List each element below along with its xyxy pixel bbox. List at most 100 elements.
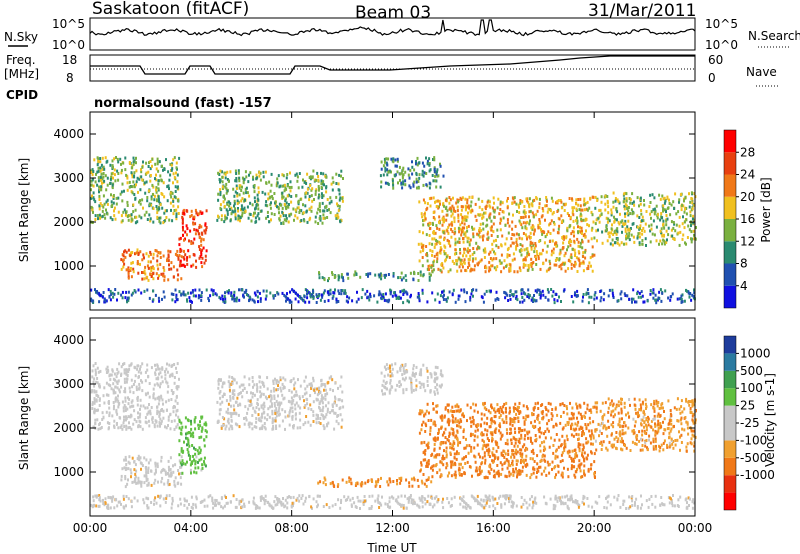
data-cell: [167, 415, 170, 419]
data-cell: [125, 371, 128, 375]
data-cell: [335, 403, 338, 407]
data-cell: [282, 222, 285, 225]
data-cell: [445, 450, 448, 454]
data-cell: [448, 240, 450, 244]
data-cell: [232, 187, 235, 191]
data-cell: [99, 169, 102, 173]
data-cell: [180, 482, 183, 486]
data-cell: [202, 246, 205, 250]
data-cell: [438, 215, 441, 219]
data-cell: [455, 452, 458, 456]
data-cell: [471, 225, 473, 229]
data-cell: [242, 191, 245, 195]
data-cell: [502, 216, 505, 220]
data-cell: [445, 455, 448, 459]
data-cell: [625, 237, 628, 241]
data-cell: [496, 228, 499, 232]
power-y-label: Slant Range [km]: [17, 158, 31, 262]
data-cell: [557, 231, 560, 235]
data-cell: [241, 388, 244, 392]
data-cell: [423, 482, 426, 486]
data-cell: [319, 208, 321, 212]
data-cell: [162, 409, 165, 413]
data-cell: [510, 418, 513, 421]
data-cell: [428, 186, 431, 190]
data-cell: [183, 440, 185, 444]
data-cell: [241, 288, 244, 292]
data-cell: [296, 426, 299, 430]
data-cell: [93, 377, 96, 381]
data-cell: [122, 406, 125, 410]
data-cell: [421, 169, 424, 173]
data-cell: [616, 241, 619, 245]
data-cell: [564, 202, 567, 206]
data-cell: [520, 292, 523, 296]
data-cell: [125, 418, 127, 422]
data-cell: [188, 444, 191, 448]
data-cell: [267, 407, 270, 411]
data-cell: [502, 266, 505, 270]
data-cell: [417, 272, 420, 275]
data-cell: [158, 414, 161, 418]
data-cell: [515, 438, 518, 442]
data-cell: [98, 385, 101, 389]
data-cell: [270, 201, 272, 205]
data-cell: [126, 407, 129, 411]
data-cell: [578, 229, 581, 233]
data-cell: [678, 215, 681, 219]
data-cell: [658, 242, 660, 246]
data-cell: [465, 437, 467, 441]
data-cell: [177, 469, 180, 472]
data-cell: [158, 219, 161, 223]
data-cell: [271, 417, 274, 421]
data-cell: [586, 208, 589, 212]
data-cell: [456, 450, 458, 454]
data-cell: [193, 458, 196, 462]
noise-panel: N.Sky 10^5 10^0 10^5 10^0 N.Search: [4, 17, 800, 52]
data-cell: [271, 427, 274, 431]
data-cell: [366, 296, 369, 300]
data-cell: [641, 232, 644, 236]
data-cell: [524, 434, 527, 438]
data-cell: [252, 214, 255, 218]
data-cell: [126, 174, 129, 178]
data-cell: [145, 479, 148, 483]
data-cell: [139, 420, 142, 424]
data-cell: [519, 243, 522, 246]
data-cell: [593, 452, 596, 456]
data-cell: [664, 198, 667, 202]
data-cell: [391, 294, 394, 298]
data-cell: [434, 231, 437, 235]
data-cell: [405, 388, 408, 392]
data-cell: [626, 294, 629, 298]
data-cell: [568, 417, 571, 421]
data-cell: [428, 181, 431, 185]
data-cell: [135, 161, 137, 165]
data-cell: [230, 291, 233, 295]
data-cell: [455, 252, 458, 255]
data-cell: [623, 207, 626, 211]
data-cell: [426, 379, 429, 383]
data-cell: [442, 298, 445, 301]
data-cell: [143, 181, 146, 185]
data-cell: [138, 214, 141, 218]
data-cell: [594, 222, 597, 226]
data-cell: [531, 267, 534, 271]
data-cell: [195, 211, 198, 215]
data-cell: [129, 254, 132, 258]
data-cell: [322, 180, 325, 184]
data-cell: [415, 177, 418, 181]
data-cell: [469, 295, 472, 299]
data-cell: [223, 171, 226, 175]
data-cell: [233, 194, 236, 198]
data-cell: [641, 229, 643, 232]
data-cell: [563, 288, 566, 292]
data-cell: [529, 236, 532, 239]
data-cell: [320, 413, 323, 417]
data-cell: [655, 301, 658, 305]
data-cell: [247, 180, 250, 184]
data-cell: [158, 372, 160, 376]
data-cell: [604, 208, 607, 212]
data-cell: [128, 161, 131, 164]
data-cell: [139, 412, 142, 416]
